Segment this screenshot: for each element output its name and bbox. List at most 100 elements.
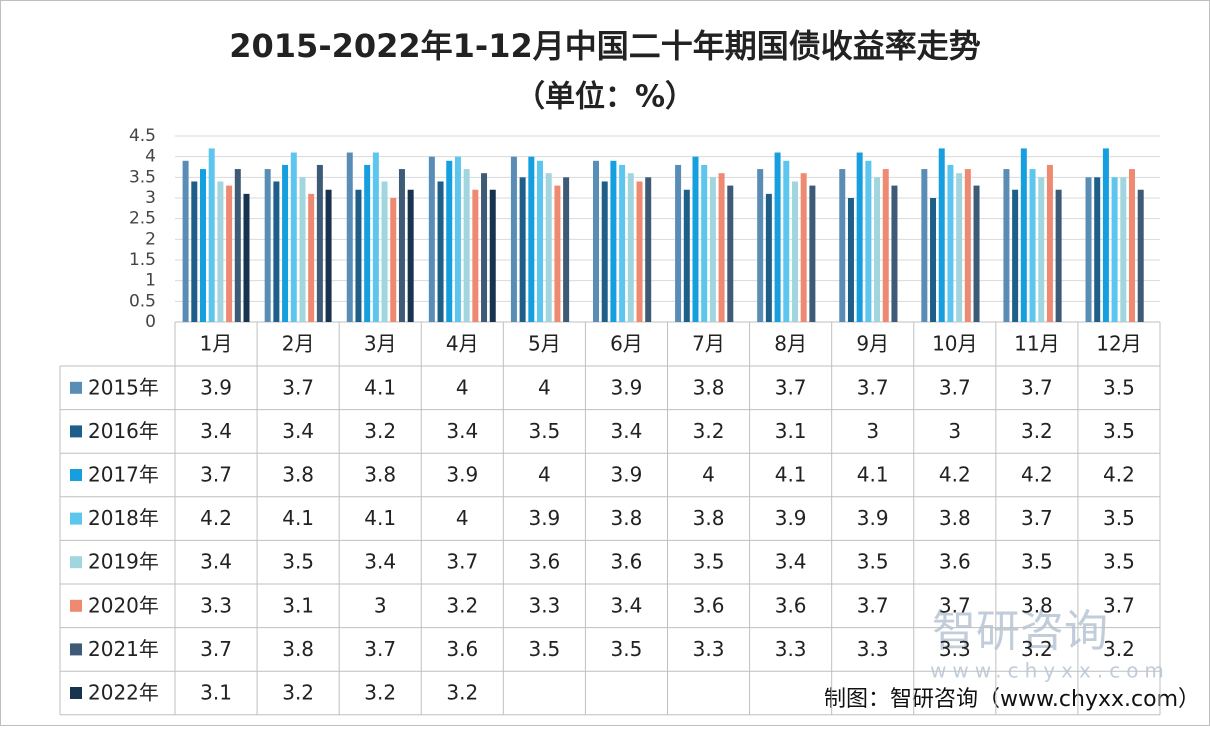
table-value: 3.2 xyxy=(364,681,396,705)
bar xyxy=(865,160,872,322)
table-value: 3.7 xyxy=(1021,375,1053,399)
y-tick-label: 0.5 xyxy=(129,291,156,311)
table-value: 4 xyxy=(456,506,469,530)
bar xyxy=(1003,169,1010,322)
table-value: 3.8 xyxy=(282,637,314,661)
bar xyxy=(973,185,980,322)
table-value: 3.5 xyxy=(1103,375,1135,399)
table-value: 3.8 xyxy=(364,463,396,487)
legend-swatch xyxy=(70,599,82,612)
table-value: 3.2 xyxy=(446,681,478,705)
bar xyxy=(800,173,807,322)
bar xyxy=(226,185,233,322)
table-value: 3.6 xyxy=(528,550,560,574)
table-value: 3.4 xyxy=(446,419,478,443)
y-tick-label: 2.5 xyxy=(129,209,156,229)
bar xyxy=(627,173,634,322)
y-tick-label: 1 xyxy=(145,271,156,291)
bar xyxy=(692,156,699,322)
chart-title: 2015-2022年1-12月中国二十年期国债收益率走势 xyxy=(229,27,981,65)
bar xyxy=(601,181,608,322)
bar xyxy=(437,181,444,322)
table-value: 3.2 xyxy=(1021,637,1053,661)
table-value: 3.5 xyxy=(611,637,643,661)
bar xyxy=(381,181,388,322)
watermark: 智研咨询 xyxy=(932,606,1108,657)
y-tick-label: 4 xyxy=(145,147,156,167)
bar xyxy=(874,177,881,322)
table-value: 3.4 xyxy=(611,593,643,617)
bar xyxy=(675,164,682,322)
table-value: 3.9 xyxy=(775,506,807,530)
bar xyxy=(519,177,526,322)
y-tick-label: 3.5 xyxy=(129,167,156,187)
table-value: 3.7 xyxy=(200,463,232,487)
y-tick-label: 3 xyxy=(145,188,156,208)
table-value: 3.3 xyxy=(775,637,807,661)
bar xyxy=(1020,148,1027,322)
bar xyxy=(757,169,764,322)
table-value: 3.5 xyxy=(528,637,560,661)
bar xyxy=(563,177,570,322)
bar xyxy=(636,181,643,322)
table-value: 4 xyxy=(538,463,551,487)
table-value: 3.6 xyxy=(611,550,643,574)
legend-swatch xyxy=(70,556,82,569)
bar xyxy=(1038,177,1045,322)
table-value: 3.5 xyxy=(282,550,314,574)
bar xyxy=(325,189,332,322)
bar xyxy=(481,173,488,322)
table-value: 3.6 xyxy=(775,593,807,617)
table-value: 3.5 xyxy=(1103,550,1135,574)
bar xyxy=(610,160,617,322)
table-value: 3.9 xyxy=(857,506,889,530)
x-tick-label: 9月 xyxy=(856,332,889,356)
bar xyxy=(839,169,846,322)
bar xyxy=(891,185,898,322)
table-value: 3.4 xyxy=(200,550,232,574)
bar xyxy=(709,177,716,322)
table-value: 3.3 xyxy=(939,637,971,661)
table-value: 3.5 xyxy=(857,550,889,574)
table-value: 3.4 xyxy=(775,550,807,574)
x-tick-label: 10月 xyxy=(932,332,977,356)
y-tick-label: 4.5 xyxy=(129,126,156,146)
table-value: 4.2 xyxy=(1103,463,1135,487)
x-tick-label: 2月 xyxy=(282,332,315,356)
legend-label: 2021年 xyxy=(88,637,159,661)
bar xyxy=(407,189,414,322)
table-value: 3.5 xyxy=(693,550,725,574)
bar xyxy=(718,173,725,322)
bar xyxy=(316,164,323,322)
table-value: 3.2 xyxy=(1103,637,1135,661)
table-value: 3.2 xyxy=(693,419,725,443)
bar xyxy=(364,164,371,322)
bar xyxy=(1102,148,1109,322)
table-value: 3.4 xyxy=(200,419,232,443)
legend-label: 2022年 xyxy=(88,681,159,705)
bar xyxy=(921,169,928,322)
table-value: 3.7 xyxy=(775,375,807,399)
table-value: 3.3 xyxy=(857,637,889,661)
bar xyxy=(783,160,790,322)
bar xyxy=(765,193,772,322)
watermark-url: www.chyxx.com xyxy=(930,659,1170,683)
table-value: 4.2 xyxy=(1021,463,1053,487)
bar xyxy=(273,181,280,322)
bar xyxy=(234,169,241,322)
bar xyxy=(1085,177,1092,322)
bar xyxy=(472,189,479,322)
bar xyxy=(964,169,971,322)
bar xyxy=(264,169,271,322)
x-tick-label: 5月 xyxy=(528,332,561,356)
legend-swatch xyxy=(70,643,82,656)
table-value: 3.7 xyxy=(1103,593,1135,617)
bar xyxy=(489,189,496,322)
x-tick-label: 4月 xyxy=(446,332,479,356)
table-value: 4.1 xyxy=(364,506,396,530)
bar xyxy=(619,164,626,322)
table-value: 4.1 xyxy=(364,375,396,399)
bar xyxy=(947,164,954,322)
bar xyxy=(847,198,854,322)
